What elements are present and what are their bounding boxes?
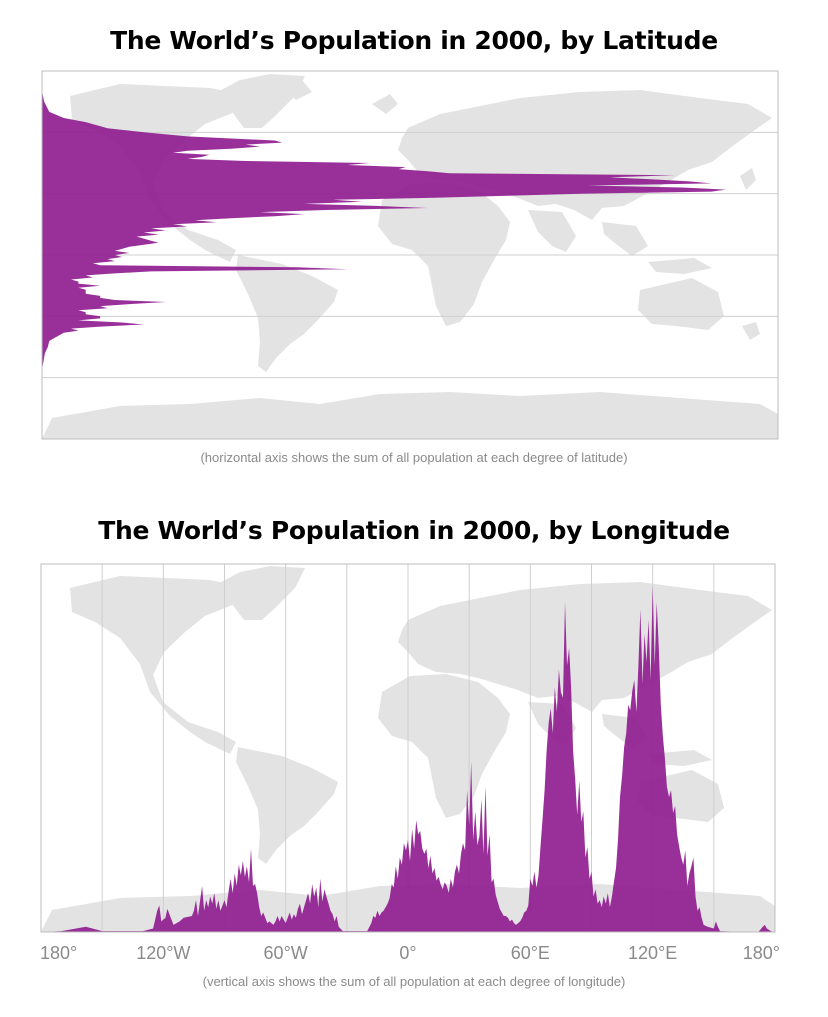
longitude-tick-label: 60°W [264, 943, 308, 963]
latitude-gridlines [42, 131, 778, 379]
latitude-chart-caption: (horizontal axis shows the sum of all po… [200, 450, 628, 465]
longitude-tick-label: 60°E [511, 943, 550, 963]
longitude-tick-label: 180° [40, 943, 77, 963]
latitude-chart [41, 70, 779, 440]
latitude-chart-title: The World’s Population in 2000, by Latit… [110, 26, 718, 55]
longitude-tick-label: 0° [399, 943, 416, 963]
longitude-tick-label: 120°W [136, 943, 190, 963]
longitude-population-area [41, 586, 775, 932]
latitude-chart-frame [41, 70, 779, 440]
latitude-population-area [42, 91, 726, 370]
longitude-tick-label: 120°E [628, 943, 677, 963]
longitude-chart-title: The World’s Population in 2000, by Longi… [98, 516, 730, 545]
longitude-chart-frame [40, 563, 776, 933]
longitude-tick-labels: 180° 120°W 60°W 0° 60°E 120°E 180° [40, 943, 780, 963]
world-map-background [42, 74, 778, 439]
longitude-chart-caption: (vertical axis shows the sum of all popu… [202, 974, 626, 989]
longitude-tick-label: 180° [743, 943, 780, 963]
